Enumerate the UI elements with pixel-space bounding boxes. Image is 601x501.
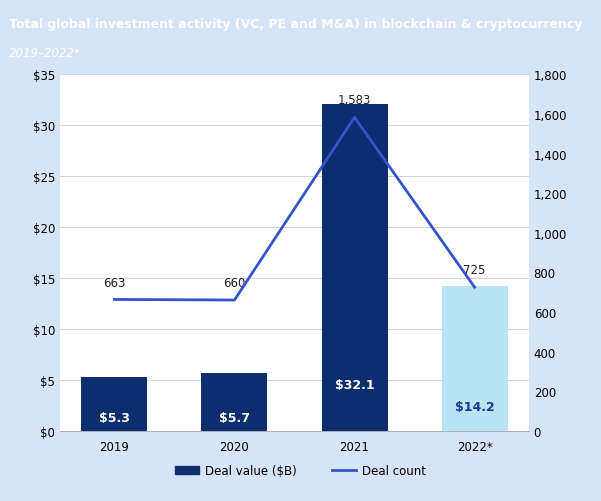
Legend: Deal value ($B), Deal count: Deal value ($B), Deal count (171, 460, 430, 482)
Text: 725: 725 (463, 264, 486, 277)
Text: $5.3: $5.3 (99, 411, 130, 424)
Bar (442, 287, 508, 431)
Text: 663: 663 (103, 276, 126, 289)
Bar (201, 373, 267, 431)
Text: 2019–2022*: 2019–2022* (9, 47, 81, 60)
Text: $5.7: $5.7 (219, 411, 250, 424)
Text: 1,583: 1,583 (338, 94, 371, 107)
Text: $14.2: $14.2 (455, 401, 495, 413)
Bar (81, 377, 147, 431)
Text: 660: 660 (224, 277, 246, 290)
Text: $32.1: $32.1 (335, 379, 374, 392)
Text: Total global investment activity (VC, PE and M&A) in blockchain & cryptocurrency: Total global investment activity (VC, PE… (9, 18, 582, 31)
Bar (322, 105, 388, 431)
